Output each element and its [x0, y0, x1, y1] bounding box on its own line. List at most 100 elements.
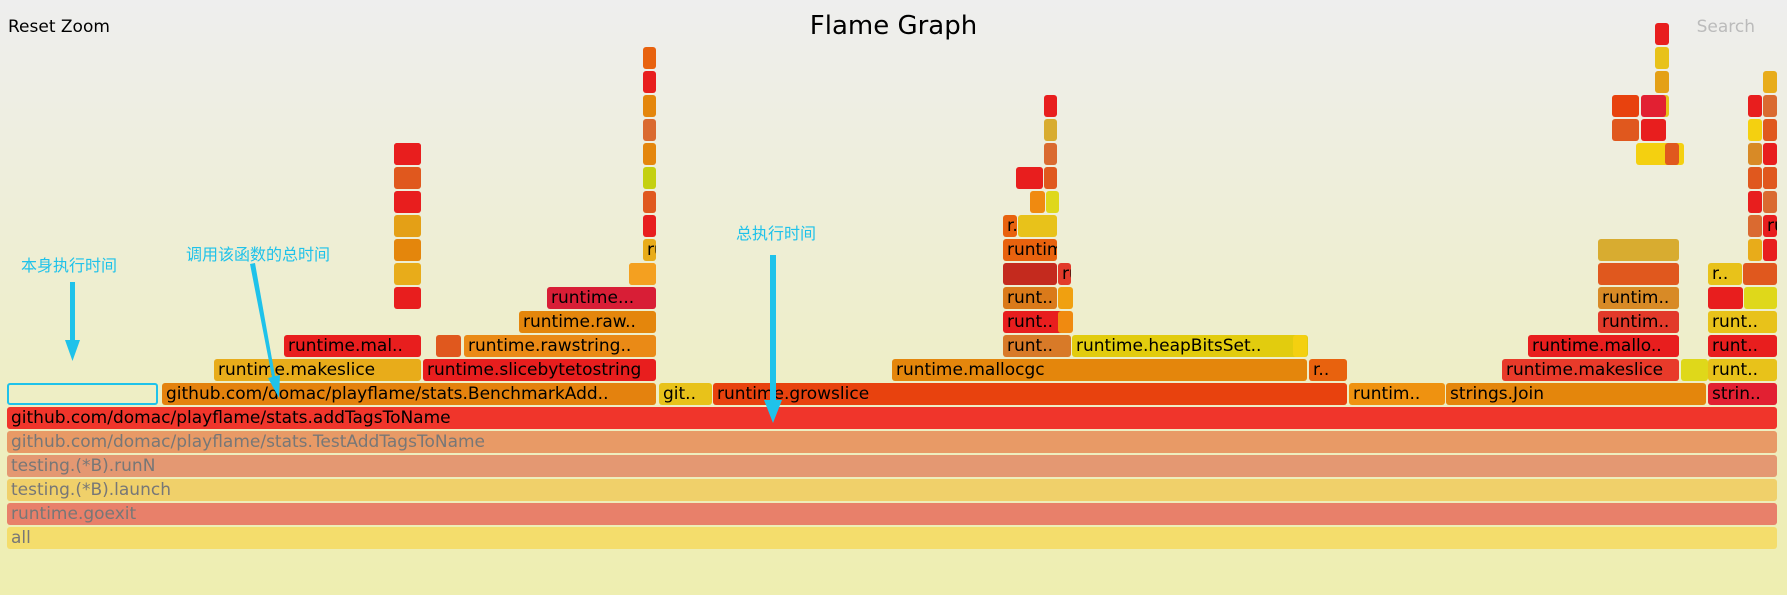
frame-runtim[interactable]: runtim..	[1349, 383, 1445, 405]
frame-runtime-slicebytetostring[interactable]: runtime.slicebytetostring	[423, 359, 656, 381]
frame-frame[interactable]	[436, 335, 461, 357]
frame-frame[interactable]	[1058, 287, 1073, 309]
frame-testing-b-runn[interactable]: testing.(*B).runN	[7, 455, 1777, 477]
frame-frame[interactable]	[1016, 167, 1043, 189]
frame-runtim[interactable]: runtim..	[1058, 263, 1071, 285]
frame-frame[interactable]	[394, 287, 421, 309]
frame-runt[interactable]: runt..	[1708, 311, 1777, 333]
frame-github-com-domac-playflame-stats-benchmarkadd[interactable]: github.com/domac/playflame/stats.Benchma…	[162, 383, 656, 405]
frame-frame[interactable]	[1763, 167, 1777, 189]
frame-frame[interactable]	[1612, 95, 1639, 117]
frame-frame[interactable]	[643, 47, 656, 69]
frame-runtime-raw[interactable]: runtime.raw..	[519, 311, 656, 333]
frame-frame[interactable]	[1018, 215, 1057, 237]
frame-frame[interactable]	[1748, 215, 1762, 237]
frame-frame[interactable]	[1046, 191, 1059, 213]
frame-r[interactable]: r..	[1708, 263, 1742, 285]
frame-strin[interactable]: strin..	[1708, 383, 1777, 405]
frame-run[interactable]: run..	[1763, 215, 1777, 237]
frame-frame[interactable]	[1044, 95, 1057, 117]
page-title: Flame Graph	[809, 11, 978, 41]
frame-frame[interactable]	[643, 119, 656, 141]
frame-runtime-growslice[interactable]: runtime.growslice	[713, 383, 1347, 405]
frame-frame[interactable]	[1763, 239, 1777, 261]
frame-github-com-domac-playflame-stats-testaddtagstoname[interactable]: github.com/domac/playflame/stats.TestAdd…	[7, 431, 1777, 453]
frame-frame[interactable]	[1655, 71, 1669, 93]
frame-frame[interactable]	[643, 143, 656, 165]
search-button[interactable]: Search	[1696, 17, 1755, 37]
frame-frame[interactable]	[1748, 167, 1762, 189]
frame-r[interactable]: r..	[1003, 215, 1017, 237]
frame-frame[interactable]	[394, 191, 421, 213]
frame-frame[interactable]	[394, 263, 421, 285]
frame-runtim[interactable]: runtim..	[1598, 311, 1679, 333]
frame-frame[interactable]	[1748, 95, 1762, 117]
frame-frame[interactable]	[1763, 71, 1777, 93]
frame-runtime-mallocgc[interactable]: runtime.mallocgc	[892, 359, 1307, 381]
frame-frame[interactable]	[1763, 143, 1777, 165]
frame-frame[interactable]	[1641, 119, 1666, 141]
frame-frame[interactable]	[1044, 167, 1057, 189]
frame-runtim[interactable]: runtim..	[1003, 239, 1057, 261]
frame-all[interactable]: all	[7, 527, 1777, 549]
frame-frame[interactable]	[394, 143, 421, 165]
frame-runtime-makeslice[interactable]: runtime.makeslice	[1502, 359, 1679, 381]
frame-git[interactable]: git..	[659, 383, 712, 405]
frame-frame[interactable]	[1641, 95, 1666, 117]
frame-frame[interactable]	[1748, 119, 1762, 141]
frame-runtime-goexit[interactable]: runtime.goexit	[7, 503, 1777, 525]
frame-frame[interactable]	[1655, 47, 1669, 69]
frame-frame[interactable]	[1708, 287, 1743, 309]
frame-runtime[interactable]: runtime...	[547, 287, 656, 309]
frame-frame[interactable]	[1748, 239, 1762, 261]
frame-frame[interactable]	[643, 167, 656, 189]
frame-runtime-heapbitsset[interactable]: runtime.heapBitsSet..	[1072, 335, 1308, 357]
selected-frame-box[interactable]	[7, 383, 158, 405]
frame-frame[interactable]	[1655, 23, 1669, 45]
frame-frame[interactable]	[1612, 119, 1639, 141]
frame-runtime-mal[interactable]: runtime.mal..	[284, 335, 421, 357]
frame-frame[interactable]	[1044, 119, 1057, 141]
frame-runtim[interactable]: runtim..	[1598, 287, 1679, 309]
frame-frame[interactable]	[394, 167, 421, 189]
frame-frame[interactable]	[643, 215, 656, 237]
frame-frame[interactable]	[1763, 95, 1777, 117]
frame-frame[interactable]	[1665, 143, 1679, 165]
frame-github-com-domac-playflame-stats-addtagstoname[interactable]: github.com/domac/playflame/stats.addTags…	[7, 407, 1777, 429]
frame-frame[interactable]	[643, 71, 656, 93]
frame-frame[interactable]	[1681, 359, 1708, 381]
frame-runt[interactable]: runt..	[1003, 287, 1057, 309]
frame-runt[interactable]: runt..	[1708, 335, 1777, 357]
frame-frame[interactable]	[643, 191, 656, 213]
frame-frame[interactable]	[629, 263, 656, 285]
frame-frame[interactable]	[1598, 239, 1679, 261]
frame-frame[interactable]	[1748, 143, 1762, 165]
frame-frame[interactable]	[1744, 287, 1777, 309]
frame-frame[interactable]	[1748, 191, 1762, 213]
frame-frame[interactable]	[1044, 143, 1057, 165]
frame-frame[interactable]	[394, 215, 421, 237]
frame-strings-join[interactable]: strings.Join	[1446, 383, 1706, 405]
frame-frame[interactable]	[1763, 191, 1777, 213]
frame-frame[interactable]	[1293, 335, 1307, 357]
annotation-call-total-time: 调用该函数的总时间	[186, 245, 331, 264]
frame-runtime-mallo[interactable]: runtime.mallo..	[1528, 335, 1679, 357]
frame-frame[interactable]	[1763, 119, 1777, 141]
reset-zoom-button[interactable]: Reset Zoom	[8, 17, 110, 37]
frame-frame[interactable]	[394, 239, 421, 261]
frame-runtime-makeslice[interactable]: runtime.makeslice	[214, 359, 421, 381]
frame-frame[interactable]	[643, 95, 656, 117]
frame-testing-b-launch[interactable]: testing.(*B).launch	[7, 479, 1777, 501]
frame-frame[interactable]	[1743, 263, 1777, 285]
frame-runtime-rawstring[interactable]: runtime.rawstring..	[464, 335, 656, 357]
frame-frame[interactable]	[1058, 311, 1073, 333]
frame-run[interactable]: run..	[643, 239, 656, 261]
frame-runt[interactable]: runt..	[1003, 335, 1071, 357]
frame-frame[interactable]	[1598, 263, 1679, 285]
frame-runt[interactable]: runt..	[1003, 311, 1071, 333]
frame-frame[interactable]	[1003, 263, 1057, 285]
frame-r[interactable]: r..	[1309, 359, 1347, 381]
frame-runt[interactable]: runt..	[1708, 359, 1777, 381]
frame-frame[interactable]	[1030, 191, 1045, 213]
